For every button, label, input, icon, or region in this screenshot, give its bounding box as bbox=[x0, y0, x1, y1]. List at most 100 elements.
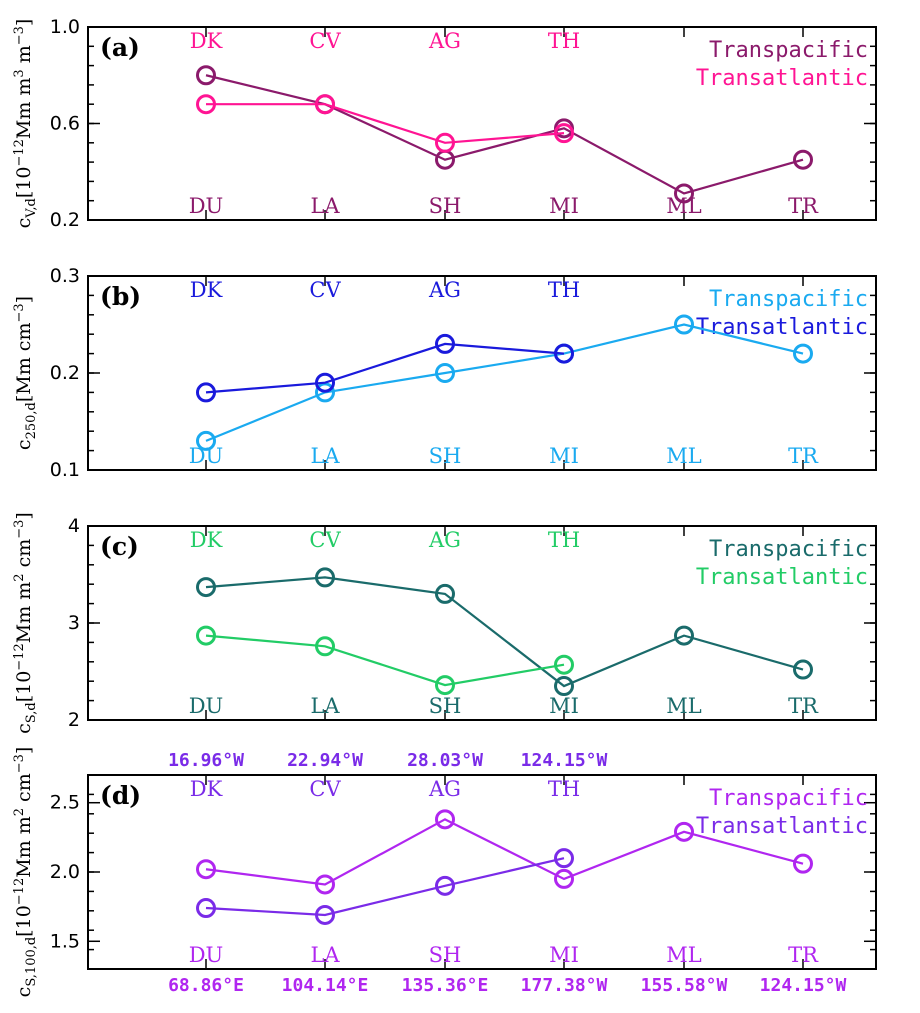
site-label-top: DK bbox=[190, 528, 223, 552]
site-label-bottom: TR bbox=[788, 943, 819, 967]
y-tick-label: 0.3 bbox=[50, 265, 80, 287]
coord-label-top: 124.15°W bbox=[521, 750, 608, 771]
site-label-top: AG bbox=[428, 528, 461, 552]
panel-label: (c) bbox=[100, 532, 139, 561]
y-axis-label-part: 3 bbox=[12, 69, 27, 77]
data-point bbox=[196, 65, 216, 86]
site-label-bottom: MI bbox=[549, 694, 579, 718]
series-line bbox=[205, 857, 565, 917]
site-label-bottom: TR bbox=[788, 444, 819, 468]
y-axis-label-part: Mm m bbox=[13, 78, 35, 140]
data-point bbox=[554, 123, 574, 144]
site-label-bottom: TR bbox=[788, 194, 819, 218]
y-axis-label-part: S,d bbox=[24, 702, 39, 723]
data-point bbox=[435, 875, 455, 896]
legend-entry: Transatlantic bbox=[696, 66, 868, 91]
data-point bbox=[435, 583, 455, 604]
site-label-top: CV bbox=[309, 29, 341, 53]
data-point bbox=[674, 314, 694, 335]
y-axis-label-part: −3 bbox=[12, 303, 27, 322]
data-point bbox=[793, 853, 813, 874]
legend-entry: Transatlantic bbox=[696, 565, 868, 590]
y-axis-label-part: 2 bbox=[12, 573, 27, 581]
y-tick-label: 2.0 bbox=[50, 861, 80, 883]
site-label-top: TH bbox=[548, 278, 580, 302]
y-axis-label: cS,100,d[10−12Mm m2 cm−3] bbox=[12, 747, 39, 998]
site-label-bottom: LA bbox=[310, 444, 340, 468]
data-point bbox=[315, 372, 335, 393]
series-line bbox=[205, 74, 804, 195]
data-point bbox=[435, 132, 455, 153]
site-label-bottom: DU bbox=[189, 444, 224, 468]
panel-label: (d) bbox=[100, 781, 141, 810]
data-point bbox=[554, 676, 574, 697]
panel-label: (b) bbox=[100, 282, 141, 311]
site-label-bottom: MI bbox=[549, 444, 579, 468]
site-label-top: TH bbox=[548, 528, 580, 552]
data-point bbox=[315, 567, 335, 588]
legend-entry: Transatlantic bbox=[696, 315, 868, 340]
site-label-top: DK bbox=[190, 29, 223, 53]
data-point bbox=[554, 868, 574, 889]
y-axis-label-part: −3 bbox=[12, 520, 27, 539]
y-tick-label: 3 bbox=[68, 612, 80, 634]
series-line bbox=[205, 818, 804, 886]
y-axis-label-part: −3 bbox=[12, 26, 27, 45]
data-point bbox=[793, 659, 813, 680]
y-axis-label-part: ] bbox=[13, 512, 35, 519]
data-point bbox=[196, 898, 216, 919]
data-point bbox=[435, 675, 455, 696]
y-tick-label: 4 bbox=[68, 515, 80, 537]
data-point bbox=[793, 343, 813, 364]
site-label-bottom: SH bbox=[429, 194, 462, 218]
y-axis-label-part: ] bbox=[13, 19, 35, 26]
y-axis-label-part: [10 bbox=[13, 905, 35, 937]
coord-label-top: 28.03°W bbox=[407, 750, 483, 771]
y-axis-label-part: −12 bbox=[12, 878, 27, 905]
y-axis-label-part: ] bbox=[13, 747, 35, 754]
y-tick-label: 1.5 bbox=[50, 930, 80, 952]
y-axis-label-part: c bbox=[13, 439, 35, 450]
site-label-bottom: LA bbox=[310, 194, 340, 218]
coord-label-top: 22.94°W bbox=[287, 750, 363, 771]
y-axis-label-part: cm bbox=[13, 539, 35, 574]
data-point bbox=[674, 821, 694, 842]
y-tick-label: 0.2 bbox=[50, 362, 80, 384]
legend-entry: Transpacific bbox=[709, 287, 868, 312]
y-axis-label-part: −12 bbox=[12, 139, 27, 166]
data-point bbox=[315, 94, 335, 115]
data-point bbox=[793, 149, 813, 170]
site-label-top: AG bbox=[428, 777, 461, 801]
site-label-bottom: LA bbox=[310, 943, 340, 967]
data-point bbox=[196, 382, 216, 403]
y-tick-label: 2.5 bbox=[50, 792, 80, 814]
site-label-top: TH bbox=[548, 29, 580, 53]
data-point bbox=[196, 859, 216, 880]
y-axis-label-part: ] bbox=[13, 296, 35, 303]
chart-panel-2: 0.1 0.2 0.3 (b) DK CV AG TH DU LA SH MI ML TR Transpac… bbox=[12, 265, 877, 481]
series-line bbox=[205, 576, 804, 688]
site-label-bottom: SH bbox=[429, 943, 462, 967]
series-line bbox=[205, 634, 565, 687]
y-tick-label: 0.2 bbox=[50, 209, 80, 231]
legend-entry: Transpacific bbox=[709, 38, 868, 63]
site-label-bottom: SH bbox=[429, 694, 462, 718]
site-label-bottom: ML bbox=[666, 194, 702, 218]
y-tick-label: 0.6 bbox=[50, 113, 80, 135]
site-label-bottom: LA bbox=[310, 694, 340, 718]
site-label-top: CV bbox=[309, 528, 341, 552]
y-axis-label-part: S,100,d bbox=[24, 937, 39, 987]
coord-label-bottom: 177.38°W bbox=[521, 975, 608, 996]
y-axis-label-part: c bbox=[13, 218, 35, 229]
data-point bbox=[196, 577, 216, 598]
legend-entry: Transatlantic bbox=[696, 814, 868, 839]
data-point bbox=[674, 625, 694, 646]
chart-panel-1: 0.2 0.6 1.0 (a) DK CV AG TH DU LA SH MI ML TR Transpac… bbox=[12, 16, 877, 231]
legend-entry: Transpacific bbox=[709, 786, 868, 811]
data-point bbox=[554, 654, 574, 675]
y-axis-label-part: 250,d bbox=[24, 402, 39, 439]
data-point bbox=[554, 343, 574, 364]
coord-label-bottom: 135.36°E bbox=[402, 975, 489, 996]
data-point bbox=[196, 94, 216, 115]
